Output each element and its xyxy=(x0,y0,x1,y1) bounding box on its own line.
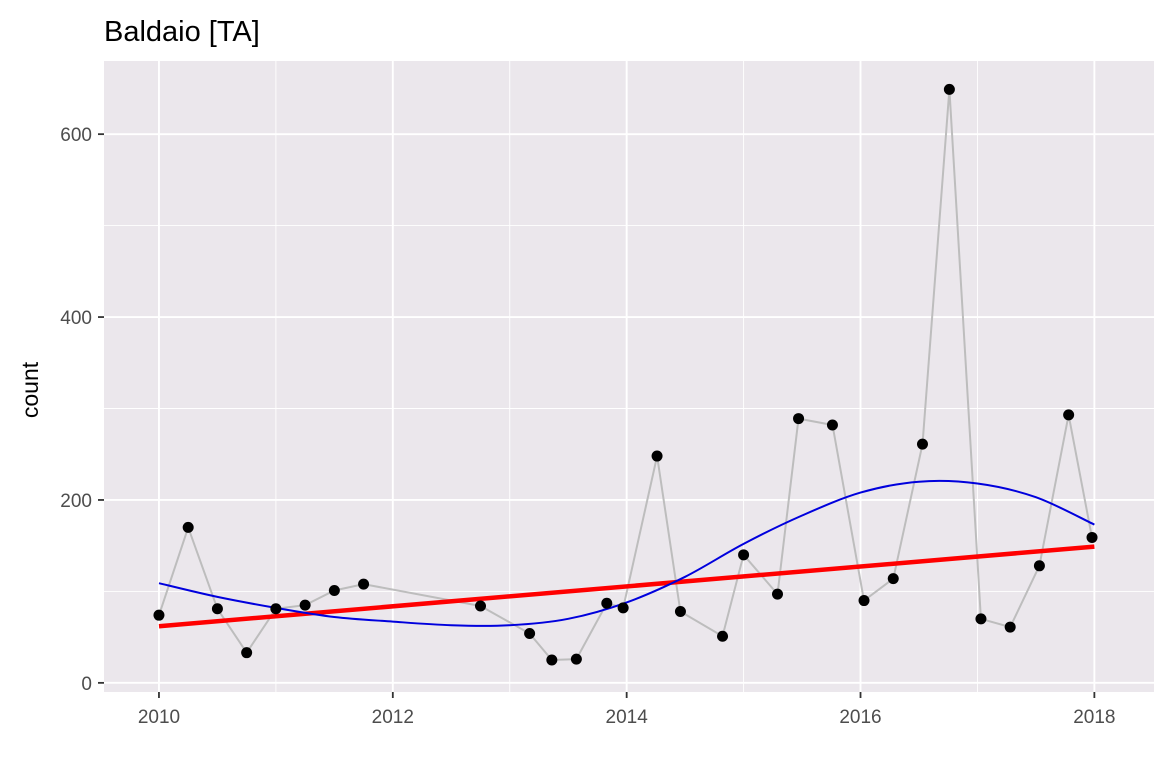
data-point xyxy=(241,647,253,659)
x-tick-label: 2016 xyxy=(839,707,881,728)
fit-lines xyxy=(158,479,1095,629)
data-point xyxy=(975,613,987,625)
axes: 2010 2012 2014 2016 2018 0 200 400 600 xyxy=(60,125,1115,728)
minor-gridlines xyxy=(104,61,1154,692)
data-point xyxy=(826,419,838,431)
data-point xyxy=(1086,531,1098,543)
data-point xyxy=(570,653,582,665)
data-point xyxy=(943,83,955,95)
data-point xyxy=(358,578,370,590)
linear-fit-line xyxy=(158,544,1095,629)
data-point xyxy=(475,600,487,612)
y-tick-label: 400 xyxy=(60,308,92,329)
chart-title: Baldaio [TA] xyxy=(104,16,260,48)
x-tick-label: 2018 xyxy=(1073,707,1115,728)
data-point xyxy=(916,438,928,450)
data-point xyxy=(1033,560,1045,572)
plot-panel xyxy=(104,61,1154,692)
data-point xyxy=(793,413,805,425)
data-point xyxy=(771,588,783,600)
data-point xyxy=(1063,409,1075,421)
x-tick-label: 2010 xyxy=(138,707,180,728)
data-point xyxy=(717,630,729,642)
data-point xyxy=(601,597,613,609)
data-point xyxy=(738,549,750,561)
data-point xyxy=(182,521,194,533)
y-tick-label: 200 xyxy=(60,491,92,512)
x-tick-label: 2014 xyxy=(606,707,649,728)
data-point xyxy=(674,606,686,618)
data-point xyxy=(887,573,899,585)
data-point xyxy=(153,609,165,621)
data-point xyxy=(617,602,629,614)
data-point xyxy=(524,627,536,639)
data-point xyxy=(270,603,282,615)
data-points xyxy=(153,83,1098,666)
x-tick-label: 2012 xyxy=(372,707,414,728)
data-point xyxy=(546,654,558,666)
data-point xyxy=(328,584,340,596)
y-tick-label: 600 xyxy=(60,125,92,146)
data-point xyxy=(1004,621,1016,633)
data-point xyxy=(299,599,311,611)
data-point xyxy=(651,450,663,462)
y-axis-title: count xyxy=(17,361,43,418)
smooth-fit-line xyxy=(158,479,1095,627)
data-point xyxy=(858,595,870,607)
data-point xyxy=(211,603,223,615)
y-tick-label: 0 xyxy=(81,674,92,695)
